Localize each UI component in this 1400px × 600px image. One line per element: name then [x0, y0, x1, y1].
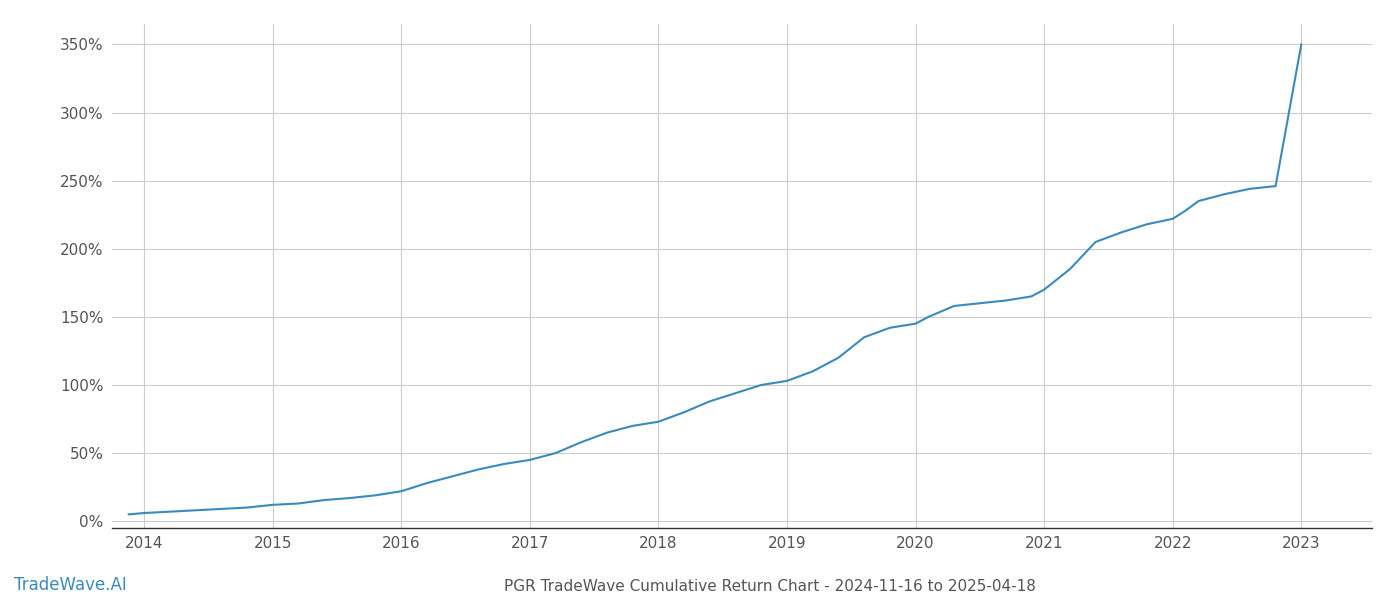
Text: TradeWave.AI: TradeWave.AI: [14, 576, 127, 594]
Text: PGR TradeWave Cumulative Return Chart - 2024-11-16 to 2025-04-18: PGR TradeWave Cumulative Return Chart - …: [504, 579, 1036, 594]
